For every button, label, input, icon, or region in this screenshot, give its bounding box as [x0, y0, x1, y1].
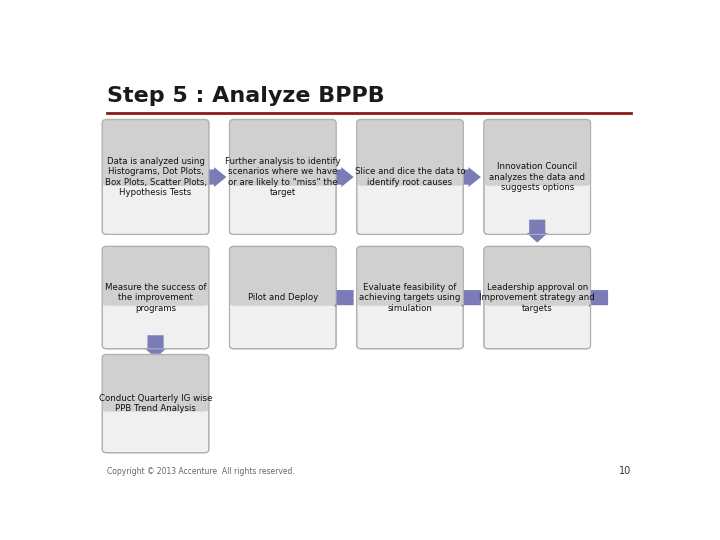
Polygon shape	[145, 335, 166, 358]
Polygon shape	[526, 220, 548, 242]
Text: Evaluate feasibility of
achieving targets using
simulation: Evaluate feasibility of achieving target…	[359, 283, 461, 313]
FancyBboxPatch shape	[484, 120, 590, 234]
Text: Measure the success of
the improvement
programs: Measure the success of the improvement p…	[105, 283, 207, 313]
FancyBboxPatch shape	[102, 354, 209, 411]
FancyBboxPatch shape	[102, 246, 209, 349]
FancyBboxPatch shape	[484, 119, 590, 186]
Polygon shape	[451, 288, 481, 308]
Polygon shape	[197, 167, 226, 187]
Polygon shape	[451, 167, 481, 187]
Polygon shape	[579, 288, 608, 308]
Text: Leadership approval on
Improvement strategy and
targets: Leadership approval on Improvement strat…	[480, 283, 595, 313]
FancyBboxPatch shape	[102, 246, 209, 306]
Text: Slice and dice the data to
identify root causes: Slice and dice the data to identify root…	[355, 167, 465, 187]
Polygon shape	[324, 167, 354, 187]
FancyBboxPatch shape	[230, 246, 336, 349]
FancyBboxPatch shape	[230, 246, 336, 306]
Text: Step 5 : Analyze BPPB: Step 5 : Analyze BPPB	[107, 85, 384, 106]
FancyBboxPatch shape	[102, 355, 209, 453]
FancyBboxPatch shape	[230, 120, 336, 234]
Text: Innovation Council
analyzes the data and
suggests options: Innovation Council analyzes the data and…	[489, 162, 585, 192]
Text: Conduct Quarterly IG wise
PPB Trend Analysis: Conduct Quarterly IG wise PPB Trend Anal…	[99, 394, 212, 414]
Text: Copyright © 2013 Accenture  All rights reserved.: Copyright © 2013 Accenture All rights re…	[107, 468, 294, 476]
FancyBboxPatch shape	[356, 246, 463, 349]
FancyBboxPatch shape	[230, 119, 336, 186]
Text: Further analysis to identify
scenarios where we have
or are likely to "miss" the: Further analysis to identify scenarios w…	[225, 157, 341, 197]
FancyBboxPatch shape	[356, 119, 463, 186]
FancyBboxPatch shape	[356, 120, 463, 234]
FancyBboxPatch shape	[484, 246, 590, 349]
Text: Data is analyzed using
Histograms, Dot Plots,
Box Plots, Scatter Plots,
Hypothes: Data is analyzed using Histograms, Dot P…	[104, 157, 207, 197]
Text: Pilot and Deploy: Pilot and Deploy	[248, 293, 318, 302]
Polygon shape	[324, 288, 354, 308]
FancyBboxPatch shape	[102, 119, 209, 186]
FancyBboxPatch shape	[102, 120, 209, 234]
FancyBboxPatch shape	[484, 246, 590, 306]
FancyBboxPatch shape	[356, 246, 463, 306]
Text: 10: 10	[619, 467, 631, 476]
